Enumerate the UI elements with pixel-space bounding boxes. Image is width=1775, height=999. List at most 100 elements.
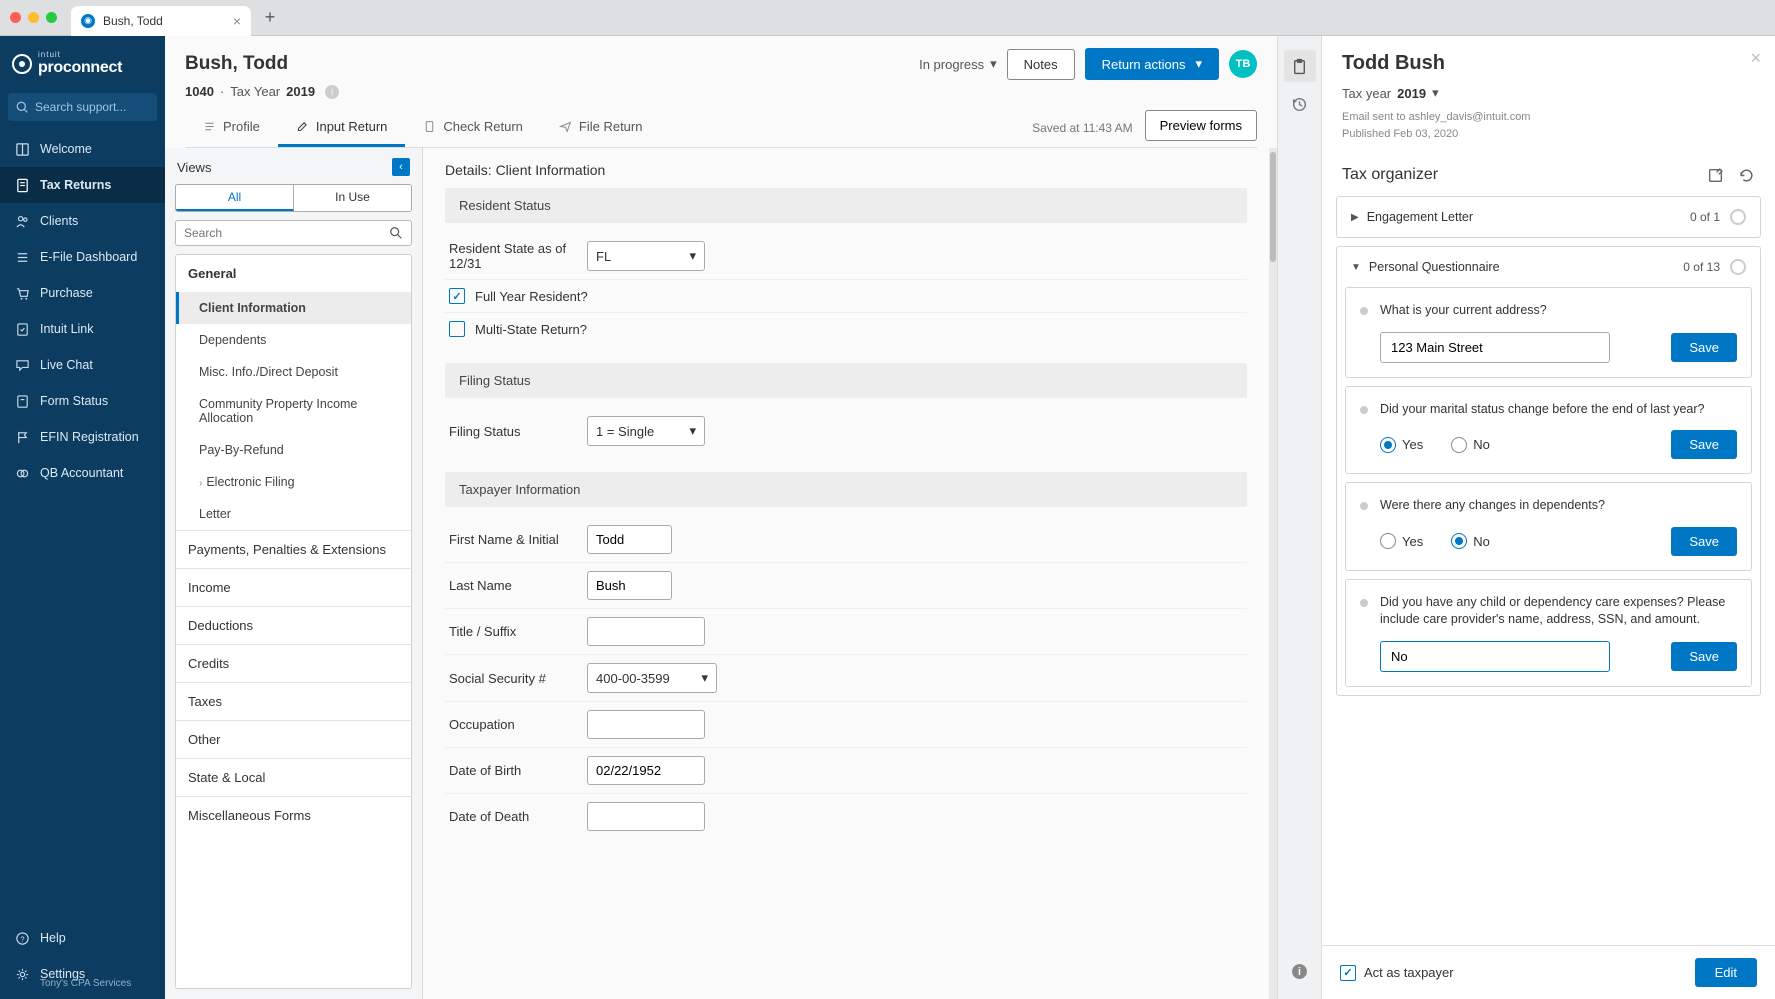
tree-group-state-local[interactable]: State & Local: [176, 759, 411, 797]
return-actions-button[interactable]: Return actions ▾: [1085, 48, 1219, 80]
taxpayer-input[interactable]: [587, 525, 672, 554]
browser-tab[interactable]: ◉ Bush, Todd ×: [71, 6, 251, 36]
edit-organizer-icon[interactable]: [1707, 167, 1724, 184]
maximize-window-icon[interactable]: [46, 12, 57, 23]
question-input[interactable]: [1380, 641, 1610, 672]
taxpayer-input[interactable]: [587, 710, 705, 739]
refresh-icon[interactable]: [1738, 167, 1755, 184]
sidebar-item-tax-returns[interactable]: Tax Returns: [0, 167, 165, 203]
tree-group-deductions[interactable]: Deductions: [176, 607, 411, 645]
full-year-checkbox[interactable]: [449, 288, 465, 304]
views-search[interactable]: [175, 220, 412, 246]
views-search-input[interactable]: [184, 226, 389, 240]
multi-state-checkbox[interactable]: [449, 321, 465, 337]
details-title: Details: Client Information: [445, 162, 1247, 178]
user-avatar[interactable]: TB: [1229, 50, 1257, 78]
tree-group-payments[interactable]: Payments, Penalties & Extensions: [176, 531, 411, 569]
question-input[interactable]: [1380, 332, 1610, 363]
act-as-taxpayer-check[interactable]: Act as taxpayer: [1340, 965, 1454, 981]
taxpayer-input[interactable]: [587, 802, 705, 831]
tree-item-dependents[interactable]: Dependents: [176, 324, 411, 356]
new-tab-button[interactable]: +: [257, 5, 283, 31]
tree-group-taxes[interactable]: Taxes: [176, 683, 411, 721]
act-as-checkbox[interactable]: [1340, 965, 1356, 981]
filing-status-select[interactable]: 1 = Single ▾: [587, 416, 705, 446]
save-answer-button[interactable]: Save: [1671, 642, 1737, 671]
sidebar-item-efin-registration[interactable]: EFIN Registration: [0, 419, 165, 455]
tree-item-pay-by-refund[interactable]: Pay-By-Refund: [176, 434, 411, 466]
tab-file-return[interactable]: File Return: [541, 109, 661, 147]
radio-option[interactable]: No: [1451, 533, 1490, 549]
save-answer-button[interactable]: Save: [1671, 527, 1737, 556]
edit-button[interactable]: Edit: [1695, 958, 1757, 987]
form-label: Filing Status: [449, 424, 587, 439]
checkbox-label: Full Year Resident?: [475, 289, 588, 304]
close-window-icon[interactable]: [10, 12, 21, 23]
radio-option[interactable]: No: [1451, 437, 1490, 453]
history-icon[interactable]: [1284, 88, 1316, 120]
saved-timestamp: Saved at 11:43 AM: [1032, 121, 1133, 135]
tab-title: Bush, Todd: [103, 14, 163, 28]
view-tab-all[interactable]: All: [176, 185, 294, 211]
tree-group-credits[interactable]: Credits: [176, 645, 411, 683]
taxpayer-input[interactable]: [587, 571, 672, 600]
brand-logo: intuit proconnect: [0, 36, 165, 87]
accordion-header[interactable]: ▶ Engagement Letter 0 of 1: [1337, 197, 1760, 237]
preview-forms-button[interactable]: Preview forms: [1145, 110, 1257, 141]
resident-state-select[interactable]: FL ▾: [587, 241, 705, 271]
list-icon: [14, 249, 30, 265]
search-support-input[interactable]: Search support...: [8, 93, 157, 121]
brand-name: proconnect: [38, 59, 122, 77]
radio-dot-icon: [1380, 533, 1396, 549]
chat-icon: [14, 357, 30, 373]
tab-close-icon[interactable]: ×: [233, 13, 241, 29]
info-rail-icon[interactable]: i: [1284, 955, 1316, 987]
sidebar-item-clients[interactable]: Clients: [0, 203, 165, 239]
view-tab-in-use[interactable]: In Use: [294, 185, 411, 211]
tree-item-electronic-filing[interactable]: ›Electronic Filing: [176, 466, 411, 498]
info-icon[interactable]: i: [325, 85, 339, 99]
tab-check-return[interactable]: Check Return: [405, 109, 540, 147]
tab-profile[interactable]: Profile: [185, 109, 278, 147]
tab-input-return[interactable]: Input Return: [278, 109, 406, 147]
taxpayer-select[interactable]: 400-00-3599▾: [587, 663, 717, 693]
tree-item-misc-info[interactable]: Misc. Info./Direct Deposit: [176, 356, 411, 388]
tree-group-other[interactable]: Other: [176, 721, 411, 759]
tab-label: File Return: [579, 119, 643, 134]
tree-group-misc-forms[interactable]: Miscellaneous Forms: [176, 797, 411, 834]
sidebar-item-efile-dashboard[interactable]: E-File Dashboard: [0, 239, 165, 275]
collapse-views-button[interactable]: ‹: [392, 158, 410, 176]
sidebar-item-welcome[interactable]: Welcome: [0, 131, 165, 167]
sidebar-label: Help: [40, 931, 66, 945]
notes-button[interactable]: Notes: [1007, 49, 1075, 80]
sidebar-label: QB Accountant: [40, 466, 123, 480]
doc-icon: [423, 120, 436, 133]
save-answer-button[interactable]: Save: [1671, 333, 1737, 362]
minimize-window-icon[interactable]: [28, 12, 39, 23]
sidebar-item-form-status[interactable]: Form Status: [0, 383, 165, 419]
sidebar-item-intuit-link[interactable]: Intuit Link: [0, 311, 165, 347]
save-answer-button[interactable]: Save: [1671, 430, 1737, 459]
tree-item-letter[interactable]: Letter: [176, 498, 411, 530]
sidebar-item-qb-accountant[interactable]: QB Accountant: [0, 455, 165, 491]
scrollbar[interactable]: [1269, 148, 1277, 999]
taxpayer-input[interactable]: [587, 617, 705, 646]
sidebar-item-purchase[interactable]: Purchase: [0, 275, 165, 311]
accordion-header[interactable]: ▼ Personal Questionnaire 0 of 13: [1337, 247, 1760, 287]
sidebar-item-help[interactable]: ? Help: [0, 920, 165, 956]
sidebar-item-live-chat[interactable]: Live Chat: [0, 347, 165, 383]
status-dropdown[interactable]: In progress ▾: [919, 56, 997, 72]
tree-item-client-information[interactable]: Client Information: [176, 292, 411, 324]
radio-option[interactable]: Yes: [1380, 533, 1423, 549]
taxpayer-input[interactable]: [587, 756, 705, 785]
form-label: Date of Birth: [449, 763, 587, 778]
tree-item-community-property[interactable]: Community Property Income Allocation: [176, 388, 411, 434]
close-panel-icon[interactable]: ×: [1750, 48, 1761, 69]
clipboard-icon[interactable]: [1284, 50, 1316, 82]
tree-group-income[interactable]: Income: [176, 569, 411, 607]
tree-group-general[interactable]: General: [176, 255, 411, 292]
tax-year-dropdown[interactable]: Tax year 2019 ▾: [1342, 85, 1755, 101]
question-status-dot: [1360, 599, 1368, 607]
radio-option[interactable]: Yes: [1380, 437, 1423, 453]
pencil-icon: [296, 120, 309, 133]
